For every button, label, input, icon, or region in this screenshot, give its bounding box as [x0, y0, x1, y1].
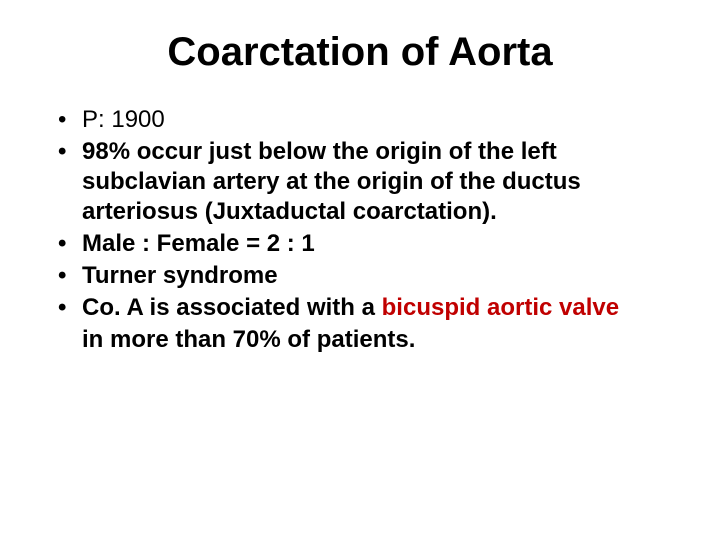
- slide-title: Coarctation of Aorta: [40, 30, 680, 75]
- bullet-text-pre: Co. A is associated with a: [82, 294, 382, 321]
- bullet-item: Male : Female = 2 : 1: [58, 229, 680, 259]
- accent-text: bicuspid aortic valve: [382, 294, 619, 321]
- bullet-item: Turner syndrome: [58, 261, 680, 291]
- bullet-item: 98% occur just below the origin of the l…: [58, 137, 680, 227]
- slide: Coarctation of Aorta P: 1900 98% occur j…: [0, 0, 720, 540]
- bullet-list: P: 1900 98% occur just below the origin …: [40, 105, 680, 323]
- bullet-item: P: 1900: [58, 105, 680, 135]
- bullet-item: Co. A is associated with a bicuspid aort…: [58, 293, 680, 323]
- bullet-continuation: in more than 70% of patients.: [40, 325, 680, 355]
